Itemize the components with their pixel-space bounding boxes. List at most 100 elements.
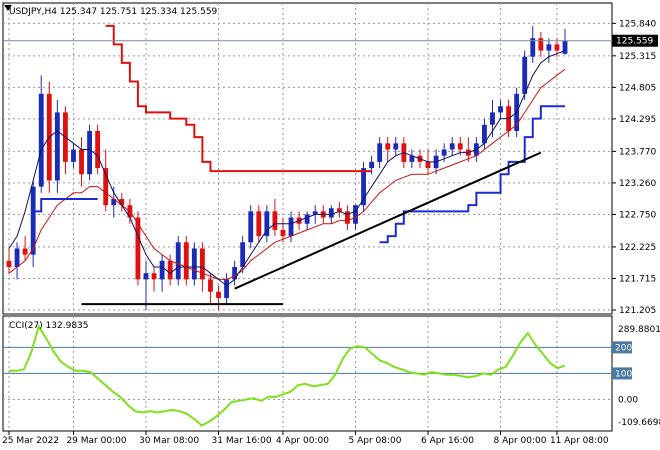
candle-bear xyxy=(256,211,262,237)
candle-bull xyxy=(248,211,254,243)
x-tick-label: 6 Apr 16:00 xyxy=(421,436,474,446)
candle-bear xyxy=(135,217,141,280)
candle-bull xyxy=(240,242,246,268)
candle-bear xyxy=(425,161,431,169)
candle-bull xyxy=(30,186,36,255)
candle-bull xyxy=(288,217,294,237)
cci-level-badge xyxy=(612,341,632,354)
candle-bear xyxy=(119,198,125,206)
candle-bull xyxy=(482,124,487,144)
cci-tick-label: 289.8801 xyxy=(618,325,660,335)
candle-bull xyxy=(232,267,238,280)
candle-bull xyxy=(393,143,399,150)
candle-bull xyxy=(191,248,197,280)
candle-bull xyxy=(490,112,495,125)
y-tick-label: 122.750 xyxy=(619,210,656,220)
x-tick-label: 30 Mar 08:00 xyxy=(139,436,199,446)
last-price-label: 125.559 xyxy=(616,37,653,47)
candle-bull xyxy=(522,56,528,94)
y-tick-label: 125.840 xyxy=(619,19,656,29)
candle-bear xyxy=(280,229,286,237)
candle-bull xyxy=(224,279,229,298)
x-tick-label: 4 Apr 00:00 xyxy=(276,436,329,446)
candle-bear xyxy=(95,130,101,169)
candle-bear xyxy=(554,44,560,51)
candle-bear xyxy=(385,143,391,150)
candle-bear xyxy=(457,143,463,150)
candle-bull xyxy=(353,205,358,224)
indicator-lines xyxy=(3,24,612,306)
x-tick-label: 11 Apr 08:00 xyxy=(550,436,609,446)
candle-bull xyxy=(498,106,503,113)
candle-bear xyxy=(103,168,109,206)
candle-bull xyxy=(409,155,415,162)
candle-bull xyxy=(143,273,149,280)
x-tick-label: 5 Apr 08:00 xyxy=(348,436,401,446)
y-tick-label: 122.225 xyxy=(619,243,656,253)
candle-bear xyxy=(22,248,28,255)
candle-bear xyxy=(345,211,350,224)
candle-bull xyxy=(175,242,181,280)
candle-bear xyxy=(216,291,221,298)
y-tick-label: 125.315 xyxy=(619,52,656,62)
candle-bull xyxy=(562,40,568,54)
cci-tick-label: 0.00 xyxy=(618,395,638,405)
ascending-trendline xyxy=(234,151,542,290)
price-grid xyxy=(3,3,612,314)
candle-bull xyxy=(530,38,536,57)
ma-slow-line xyxy=(8,68,566,280)
cci-series-line xyxy=(9,324,566,427)
candle-bear xyxy=(199,248,205,280)
candle-bear xyxy=(208,279,213,292)
candle-bear xyxy=(6,260,12,268)
candle-bull xyxy=(546,44,552,51)
candle-bull xyxy=(14,248,20,268)
support-step-line-right xyxy=(379,105,565,244)
collapse-triangle-icon[interactable] xyxy=(4,5,12,11)
x-tick-label: 25 Mar 2022 xyxy=(2,436,59,446)
candle-bull xyxy=(159,260,165,280)
candle-bull xyxy=(71,149,76,162)
y-tick-label: 124.295 xyxy=(619,115,656,125)
x-tick-label: 29 Mar 00:00 xyxy=(66,436,126,446)
y-tick-label: 124.805 xyxy=(619,83,656,93)
candle-bull xyxy=(38,93,44,187)
y-tick-label: 123.260 xyxy=(619,179,656,189)
candle-bear xyxy=(79,149,84,175)
candle-bear xyxy=(538,38,544,51)
support-step-line-left xyxy=(33,197,98,213)
x-tick-label: 31 Mar 16:00 xyxy=(212,436,272,446)
candle-bull xyxy=(361,168,366,206)
candle-bull xyxy=(312,211,318,215)
candle-bull xyxy=(54,112,60,181)
candle-bull xyxy=(328,208,334,218)
candle-bull xyxy=(441,149,447,156)
cci-line xyxy=(9,324,566,427)
cci-tick-label: -109.6698 xyxy=(618,418,660,428)
cci-levels xyxy=(3,346,612,374)
candle-bull xyxy=(369,161,375,169)
resistance-step-line xyxy=(105,24,372,173)
axes: 125.840 125.315 124.805 124.295 123.770 123.2… xyxy=(2,19,660,446)
candle-bull xyxy=(264,211,270,237)
cci-title: CCI(27) 132.9835 xyxy=(9,321,89,331)
candle-bear xyxy=(336,208,342,212)
candle-bull xyxy=(377,143,383,162)
price-panel-frame xyxy=(2,2,613,315)
cci-level-label: 100 xyxy=(615,369,632,379)
symbol-header: USDJPY,H4 125.347 125.751 125.334 125.55… xyxy=(9,7,218,17)
candle-bear xyxy=(183,242,189,280)
candle-bull xyxy=(111,198,117,206)
candlesticks xyxy=(6,25,568,311)
cci-level-badge xyxy=(612,367,632,380)
candle-bull xyxy=(87,130,92,175)
candle-bull xyxy=(449,143,455,150)
ma-fast-line xyxy=(8,50,566,287)
y-tick-label: 121.205 xyxy=(619,306,656,316)
candle-bear xyxy=(272,211,278,230)
y-tick-label: 123.770 xyxy=(619,147,656,157)
candle-bear xyxy=(151,273,157,280)
last-price-badge xyxy=(612,34,658,47)
candle-bear xyxy=(167,260,173,280)
